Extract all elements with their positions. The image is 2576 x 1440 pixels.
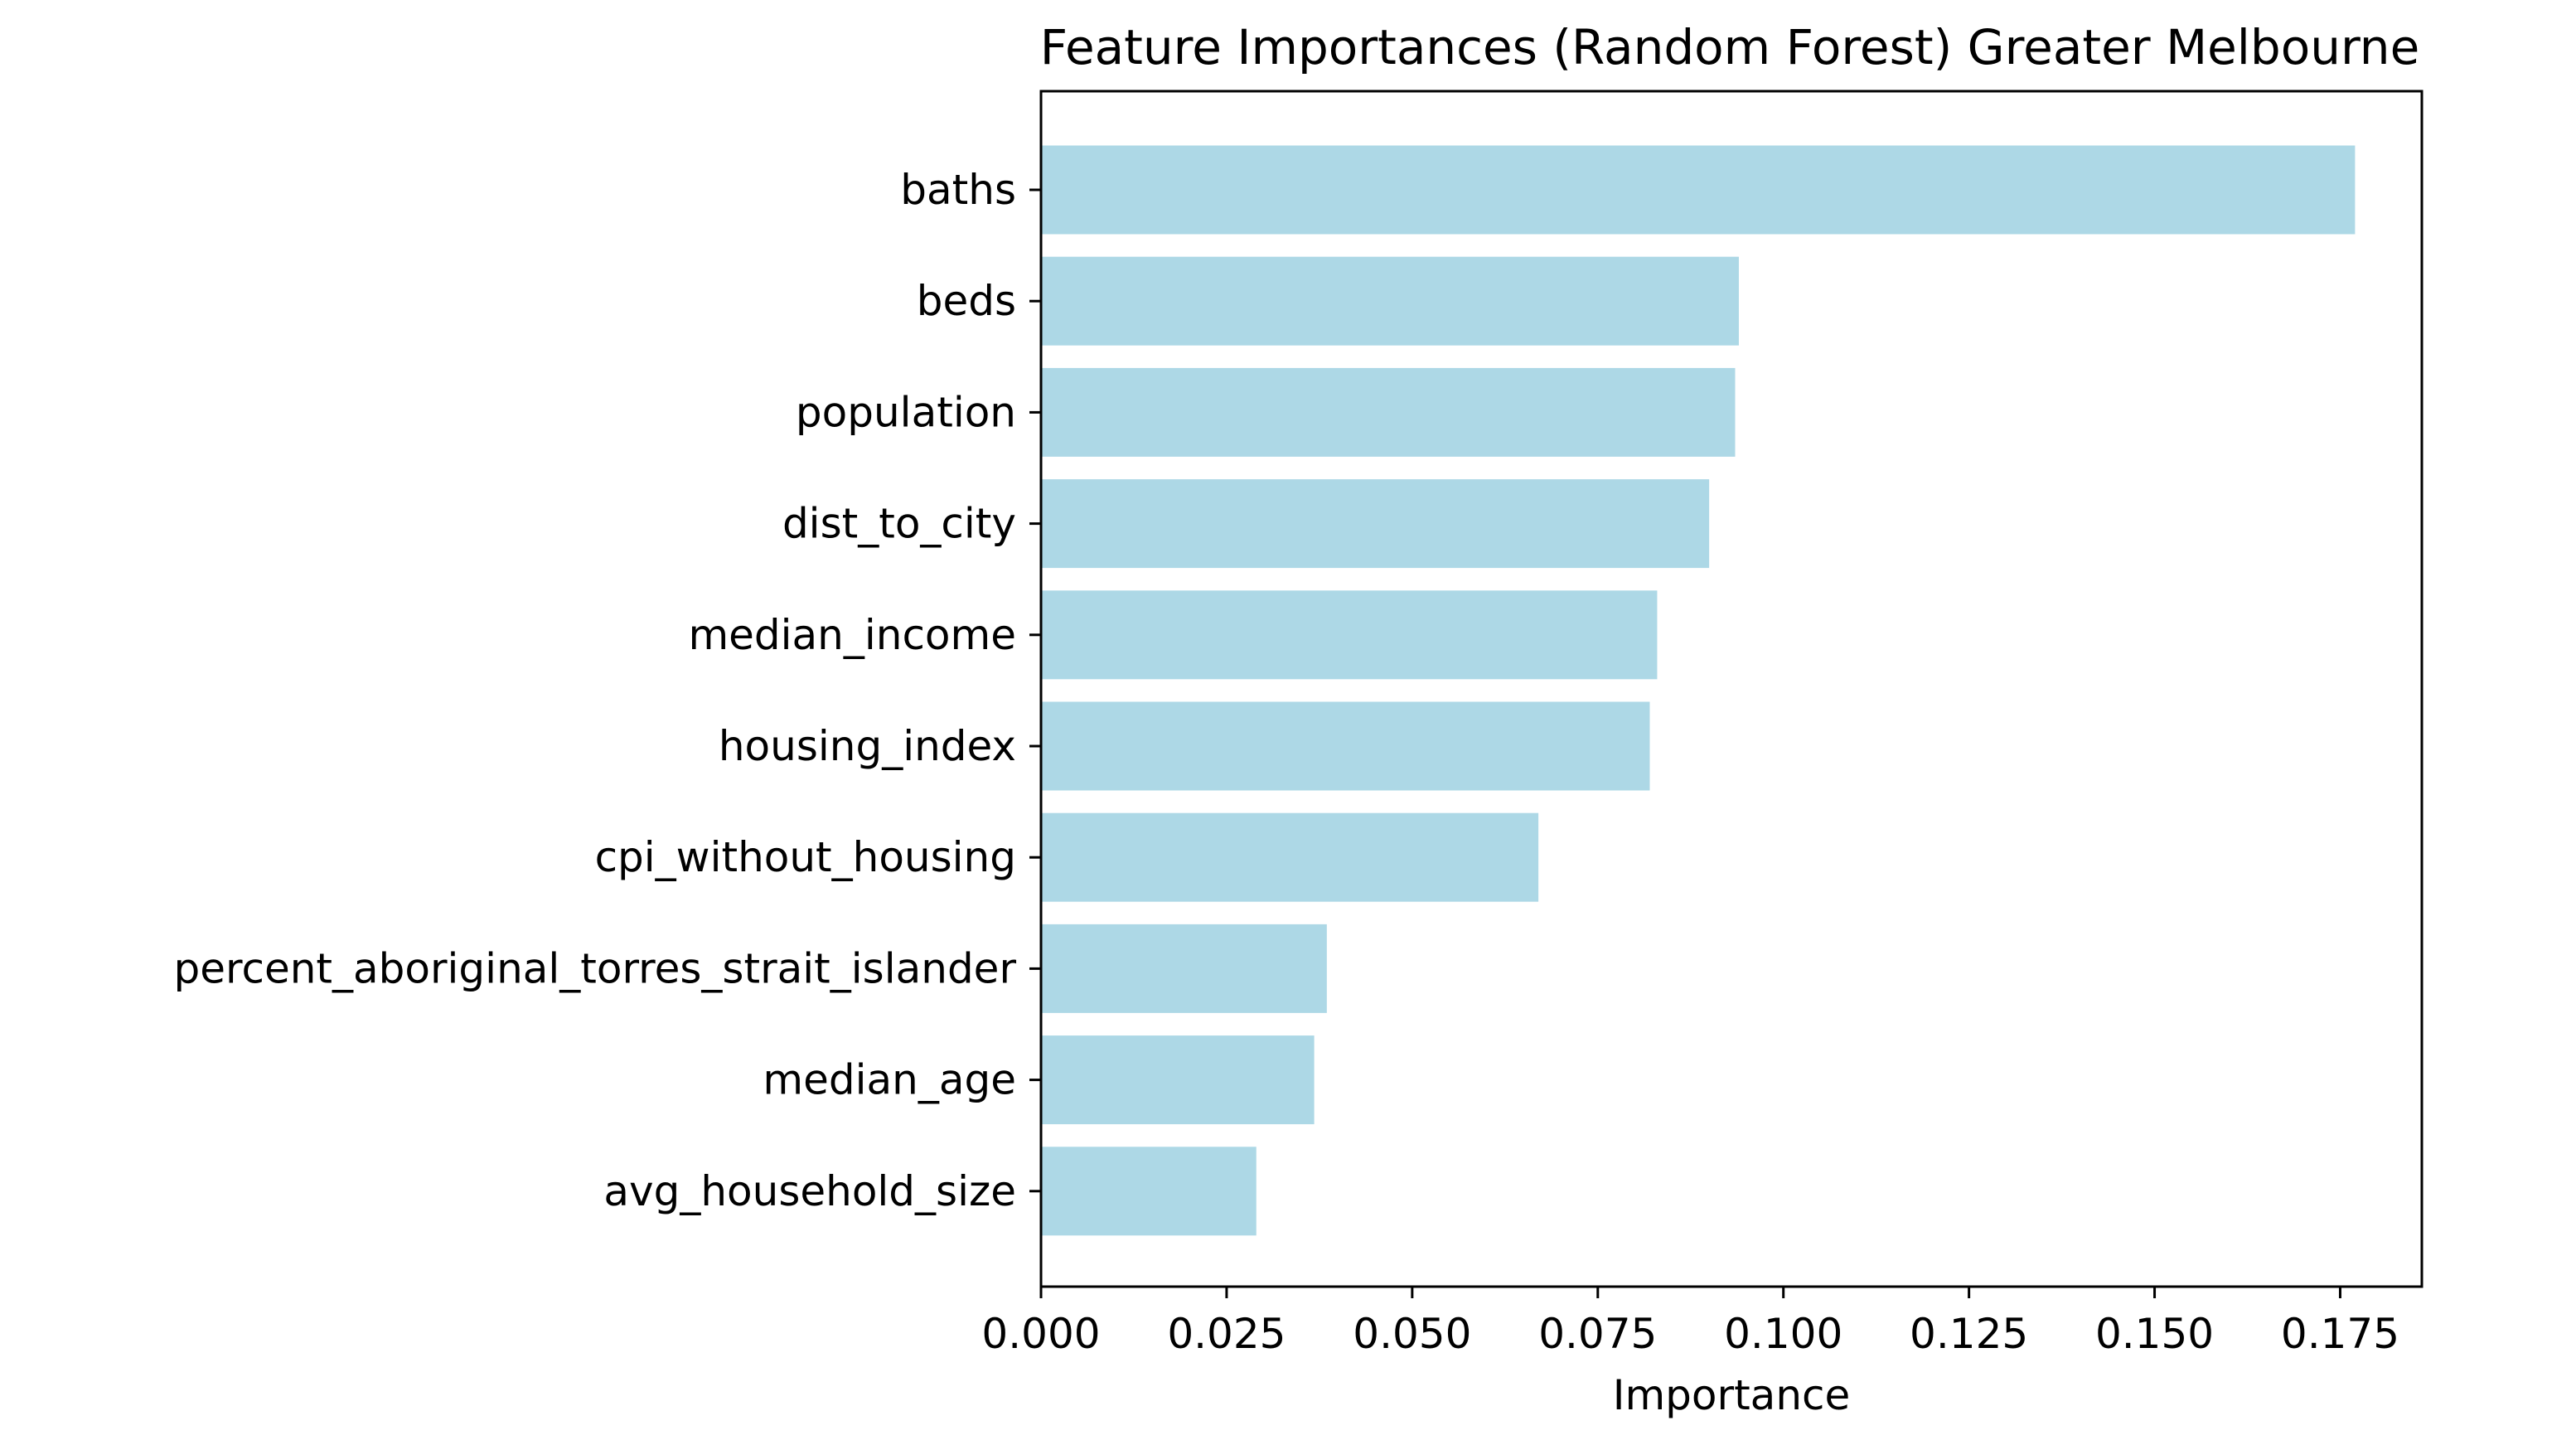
x-tick-label: 0.150 xyxy=(2095,1310,2214,1358)
x-tick-label: 0.000 xyxy=(981,1310,1100,1358)
chart-title: Feature Importances (Random Forest) Grea… xyxy=(1040,19,2420,75)
bar-housing-index xyxy=(1041,701,1650,791)
x-tick-label: 0.100 xyxy=(1724,1310,1842,1358)
x-tick-label: 0.125 xyxy=(1910,1310,2028,1358)
y-tick-labels: baths beds population dist_to_city median_in… xyxy=(174,166,1041,1215)
y-tick-label: median_income xyxy=(688,611,1016,659)
bar-population xyxy=(1041,367,1736,457)
y-tick-label: baths xyxy=(900,166,1016,214)
bar-beds xyxy=(1041,256,1739,346)
x-tick-label: 0.175 xyxy=(2281,1310,2399,1358)
y-tick-label: percent_aboriginal_torres_strait_islande… xyxy=(174,944,1017,992)
y-tick-label: housing_index xyxy=(719,722,1016,770)
bar-avg-household-size xyxy=(1041,1147,1257,1236)
y-tick-label: beds xyxy=(917,277,1016,325)
y-tick-label: cpi_without_housing xyxy=(595,833,1016,881)
y-tick-label: dist_to_city xyxy=(782,500,1016,548)
bar-percent-aboriginal-torres-strait-islander xyxy=(1041,924,1327,1013)
bar-median-income xyxy=(1041,590,1658,680)
bars-layer xyxy=(1041,145,2356,1236)
bar-baths xyxy=(1041,145,2356,235)
plot-frame xyxy=(1039,90,2423,1288)
y-tick-label: median_age xyxy=(763,1056,1016,1104)
bar-cpi-without-housing xyxy=(1041,812,1539,902)
y-tick-label: population xyxy=(796,388,1016,436)
bar-median-age xyxy=(1041,1035,1315,1125)
x-tick-label: 0.025 xyxy=(1167,1310,1286,1358)
x-axis: 0.000 0.025 0.050 0.075 0.100 0.125 0.150 0.175 xyxy=(981,1287,2399,1358)
x-axis-label: Importance xyxy=(1613,1371,1851,1419)
x-tick-label: 0.075 xyxy=(1538,1310,1657,1358)
x-tick-label: 0.050 xyxy=(1353,1310,1471,1358)
y-tick-label: avg_household_size xyxy=(603,1167,1016,1215)
bar-dist-to-city xyxy=(1041,479,1710,569)
